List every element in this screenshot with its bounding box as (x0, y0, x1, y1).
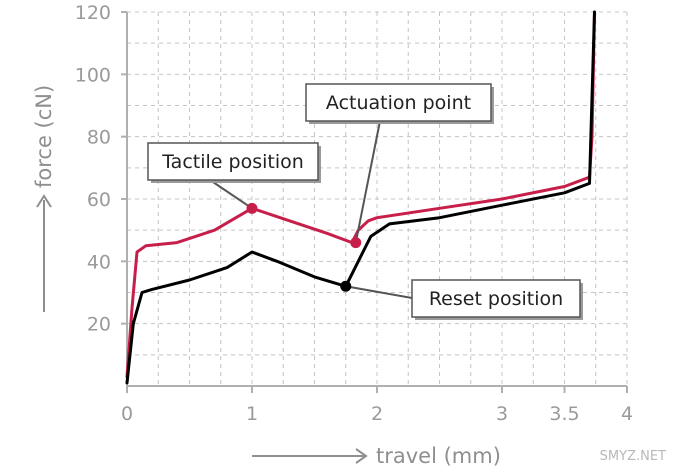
series-line-1 (125, 10, 596, 379)
series-line-2 (125, 10, 596, 385)
x-tick-label: 1 (246, 403, 258, 425)
grid (127, 11, 628, 386)
x-axis-title: travel (mm) (376, 444, 501, 468)
x-tick-label: 2 (371, 403, 383, 425)
annotation-marker (246, 202, 258, 214)
annotation-marker (340, 280, 352, 292)
callout-box (305, 83, 492, 122)
callout-leader (354, 120, 381, 243)
annotation-marker (350, 237, 362, 249)
y-tick-label: 100 (75, 64, 111, 86)
callout-leader (209, 179, 253, 210)
callout-box (411, 279, 581, 318)
x-tick-label: 4 (621, 403, 633, 425)
x-tick-label: 3.5 (549, 403, 579, 425)
y-tick-label: 40 (87, 251, 111, 273)
x-tick-label: 3 (496, 403, 508, 425)
x-axis-title-group: travel (mm) (252, 444, 501, 468)
callout-box (147, 142, 319, 181)
y-axis-title: force (cN) (32, 85, 56, 188)
callout-label: Reset position (429, 288, 563, 310)
y-axis-title-arrow-head (36, 194, 52, 208)
y-tick-label: 20 (87, 314, 111, 336)
y-axis-title-group: force (cN) (32, 85, 56, 312)
callout-leader (345, 285, 413, 299)
tick-labels: 0 1 2 3 3.5 4 20 40 60 80 100 120 (75, 2, 633, 425)
x-axis-title-arrow-head (355, 448, 368, 464)
series-lines (125, 10, 596, 385)
y-tick-label: 60 (87, 189, 111, 211)
callouts: Tactile position Actuation point Reset pos… (147, 83, 583, 320)
y-tick-label: 80 (87, 127, 111, 149)
y-tick-label: 120 (75, 2, 111, 24)
callout-label: Tactile position (161, 151, 304, 173)
callout-label: Actuation point (326, 92, 471, 114)
axes (121, 11, 628, 393)
x-tick-label: 0 (121, 403, 133, 425)
watermark: SMYZ.NET (600, 449, 666, 464)
